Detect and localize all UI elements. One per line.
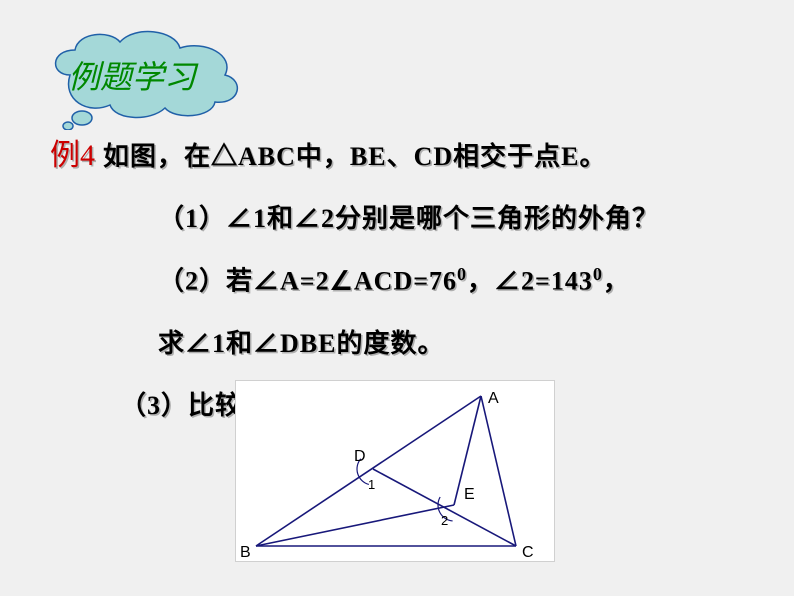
svg-text:C: C bbox=[522, 544, 534, 561]
line-q2: （2）若∠A=2∠ACD=760，∠2=1430， bbox=[50, 259, 750, 304]
svg-text:1: 1 bbox=[368, 477, 375, 492]
q2a: （2）若∠A=2∠ACD=76 bbox=[158, 267, 457, 296]
q1-text: （1）∠1和∠2分别是哪个三角形的外角？ bbox=[158, 197, 659, 241]
line-q1: （1）∠1和∠2分别是哪个三角形的外角？ bbox=[50, 197, 750, 241]
example-label: 例4 bbox=[50, 130, 95, 174]
q2b: ，∠2=143 bbox=[467, 267, 593, 296]
intro-text: 如图，在△ABC中，BE、CD相交于点E。 bbox=[103, 135, 606, 179]
svg-text:A: A bbox=[488, 390, 499, 407]
geometry-figure: A B C D E 1 2 bbox=[235, 380, 555, 562]
cloud-title: 例题学习 bbox=[68, 52, 196, 98]
deg1: 0 bbox=[457, 264, 467, 284]
svg-text:2: 2 bbox=[441, 513, 448, 528]
svg-text:E: E bbox=[464, 486, 475, 503]
q2-text: （2）若∠A=2∠ACD=760，∠2=1430， bbox=[158, 259, 630, 304]
line-q2-cont: 求∠1和∠DBE的度数。 bbox=[50, 322, 750, 366]
deg2: 0 bbox=[593, 264, 603, 284]
svg-text:D: D bbox=[354, 448, 366, 465]
q2-line2: 求∠1和∠DBE的度数。 bbox=[158, 322, 444, 366]
svg-text:B: B bbox=[240, 544, 251, 561]
cloud-callout: 例题学习 bbox=[40, 20, 260, 135]
q2c: ， bbox=[603, 267, 630, 296]
line-intro: 例4 如图，在△ABC中，BE、CD相交于点E。 bbox=[50, 130, 750, 179]
geometry-svg: A B C D E 1 2 bbox=[236, 381, 556, 563]
